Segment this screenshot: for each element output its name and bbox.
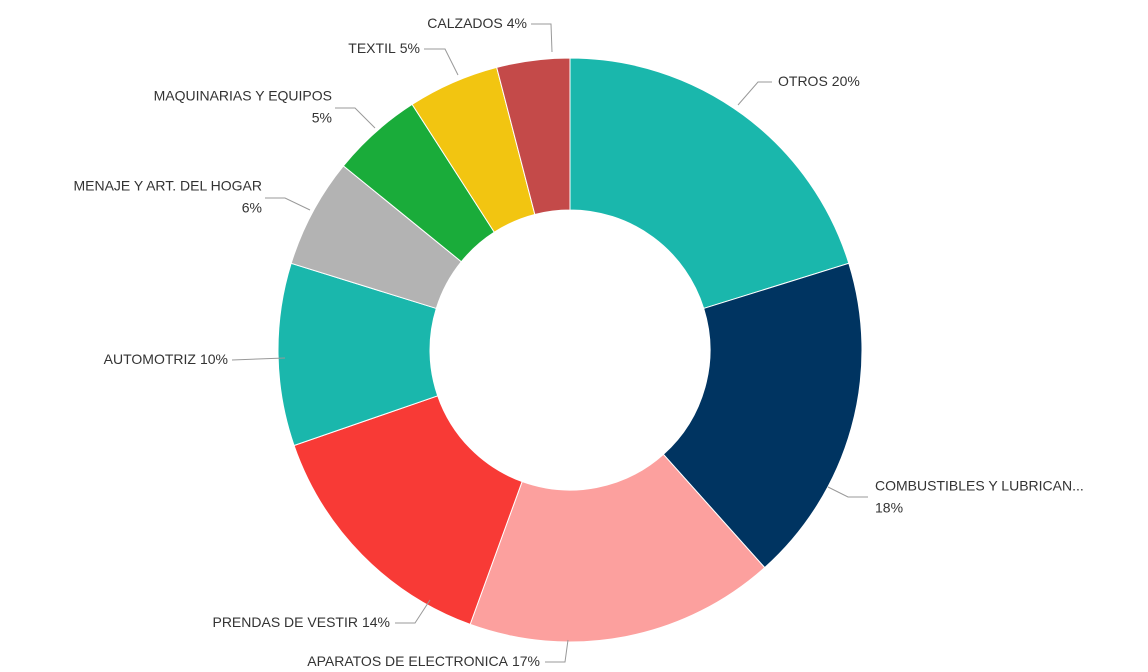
slice-value-label: 6% bbox=[242, 200, 262, 216]
slice-name: CALZADOS bbox=[427, 15, 502, 31]
slice-value-label: 5% bbox=[312, 110, 332, 126]
slice-value-label: 14% bbox=[362, 614, 390, 630]
slice-label: CALZADOS 4% bbox=[427, 15, 527, 31]
slice-label: APARATOS DE ELECTRONICA 17% bbox=[307, 653, 540, 669]
slice-value-label: 18% bbox=[875, 500, 903, 516]
leader-line bbox=[531, 23, 553, 53]
slice-name: TEXTIL bbox=[348, 40, 396, 56]
slice bbox=[496, 57, 571, 216]
leader-line bbox=[545, 639, 569, 663]
slice-label: OTROS 20% bbox=[778, 73, 860, 89]
slice-name: AUTOMOTRIZ bbox=[104, 351, 197, 367]
slice-label: MENAJE Y ART. DEL HOGAR bbox=[73, 178, 262, 194]
slice bbox=[469, 453, 766, 643]
slice bbox=[293, 395, 523, 626]
leader-line bbox=[265, 197, 311, 211]
slice-label: TEXTIL 5% bbox=[348, 40, 420, 56]
slice-name: PRENDAS DE VESTIR bbox=[212, 614, 357, 630]
slice-name: APARATOS DE ELECTRONICA bbox=[307, 653, 508, 669]
leader-line bbox=[827, 486, 868, 498]
slice bbox=[569, 57, 850, 310]
slice-value-label: 5% bbox=[400, 40, 420, 56]
slice-label: PRENDAS DE VESTIR 14% bbox=[212, 614, 390, 630]
leader-line bbox=[424, 48, 459, 76]
slice-value-label: 4% bbox=[507, 15, 527, 31]
leader-line bbox=[395, 599, 431, 624]
slice-value-label: 17% bbox=[512, 653, 540, 669]
leader-line bbox=[231, 357, 286, 361]
slice-name: OTROS bbox=[778, 73, 828, 89]
slice-label: MAQUINARIAS Y EQUIPOS bbox=[154, 88, 332, 104]
slice bbox=[662, 262, 863, 569]
slice-label: AUTOMOTRIZ 10% bbox=[104, 351, 228, 367]
slice-value-label: 10% bbox=[200, 351, 228, 367]
slice-label: COMBUSTIBLES Y LUBRICAN... bbox=[875, 478, 1084, 494]
leader-line bbox=[737, 81, 772, 106]
slice-value-label: 20% bbox=[832, 73, 860, 89]
leader-line bbox=[335, 107, 376, 129]
